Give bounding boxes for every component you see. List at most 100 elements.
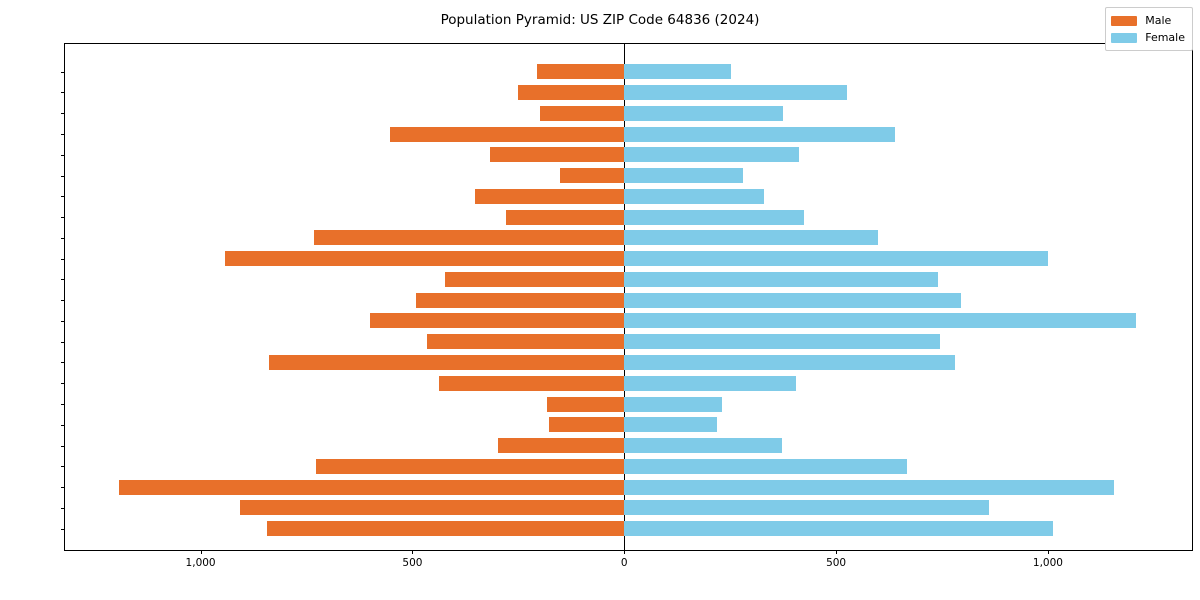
bar-female — [624, 168, 743, 184]
bar-male — [389, 126, 625, 142]
y-axis-tickmark — [61, 424, 65, 426]
bar-male — [547, 396, 625, 412]
bar-male — [537, 64, 625, 80]
bar-female — [624, 521, 1054, 537]
pyramid-row — [65, 311, 1192, 330]
legend-swatch-female — [1111, 32, 1138, 43]
y-axis-tickmark — [61, 175, 65, 177]
bar-male — [224, 251, 625, 267]
bar-female — [624, 438, 782, 454]
bar-female — [624, 354, 955, 370]
y-axis-tickmark — [61, 300, 65, 302]
y-axis-tickmark — [61, 320, 65, 322]
y-axis-tickmark — [61, 113, 65, 115]
pyramid-row — [65, 436, 1192, 455]
bar-male — [498, 438, 625, 454]
bar-female — [624, 147, 799, 163]
pyramid-row — [65, 207, 1192, 226]
pyramid-row — [65, 228, 1192, 247]
bar-male — [559, 168, 625, 184]
x-axis-tickmark — [200, 550, 202, 554]
legend-item-male[interactable]: Male — [1111, 12, 1185, 29]
bar-female — [624, 417, 717, 433]
pyramid-row — [65, 519, 1192, 538]
bar-male — [475, 188, 625, 204]
pyramid-row — [65, 374, 1192, 393]
bar-female — [624, 292, 962, 308]
bar-male — [239, 500, 625, 516]
bar-female — [624, 479, 1114, 495]
legend-swatch-male — [1111, 15, 1138, 26]
pyramid-row — [65, 249, 1192, 268]
plot-area: 85+80-8475-7970-7467-6965-6662-6460-6155… — [61, 43, 1193, 569]
bar-female — [624, 396, 722, 412]
pyramid-row — [65, 290, 1192, 309]
bar-female — [624, 209, 805, 225]
pyramid-row — [65, 166, 1192, 185]
bar-female — [624, 84, 847, 100]
pyramid-row — [65, 270, 1192, 289]
pyramid-row — [65, 145, 1192, 164]
bar-male — [369, 313, 625, 329]
bar-male — [267, 521, 625, 537]
pyramid-row — [65, 83, 1192, 102]
y-axis-tickmark — [61, 362, 65, 364]
bar-male — [445, 271, 625, 287]
y-axis-tickmark — [61, 237, 65, 239]
x-axis-label: 1,000 — [185, 557, 216, 569]
bar-male — [548, 417, 625, 433]
y-axis-tickmark — [61, 279, 65, 281]
x-axis-tickmark — [624, 550, 626, 554]
bar-female — [624, 251, 1048, 267]
bar-female — [624, 271, 938, 287]
y-axis-tickmark — [61, 466, 65, 468]
bar-female — [624, 334, 940, 350]
bar-male — [118, 479, 625, 495]
bar-male — [506, 209, 625, 225]
bar-female — [624, 500, 989, 516]
bar-male — [426, 334, 625, 350]
x-axis-label: 500 — [826, 557, 847, 569]
x-axis-tickmark — [836, 550, 838, 554]
bar-male — [539, 105, 625, 121]
y-axis-tickmark — [61, 92, 65, 94]
bar-female — [624, 105, 784, 121]
bar-female — [624, 126, 896, 142]
pyramid-row — [65, 187, 1192, 206]
pyramid-row — [65, 332, 1192, 351]
x-axis-label: 500 — [402, 557, 423, 569]
bar-female — [624, 188, 765, 204]
x-axis-label: 1,000 — [1032, 557, 1063, 569]
y-axis-tickmark — [61, 404, 65, 406]
x-axis-tickmark — [1047, 550, 1049, 554]
y-axis-tickmark — [61, 445, 65, 447]
legend-item-female[interactable]: Female — [1111, 29, 1185, 46]
legend-label-female: Female — [1145, 31, 1185, 44]
y-axis-tickmark — [61, 507, 65, 509]
pyramid-row — [65, 124, 1192, 143]
bar-female — [624, 375, 796, 391]
pyramid-row — [65, 394, 1192, 413]
pyramid-row — [65, 415, 1192, 434]
bar-male — [518, 84, 625, 100]
bar-male — [438, 375, 625, 391]
y-axis-tickmark — [61, 383, 65, 385]
y-axis-tickmark — [61, 154, 65, 156]
bar-male — [490, 147, 625, 163]
y-axis-tickmark — [61, 71, 65, 73]
chart-legend: Male Female — [1105, 7, 1193, 51]
pyramid-row — [65, 477, 1192, 496]
y-axis-tickmark — [61, 258, 65, 260]
bar-female — [624, 313, 1136, 329]
pyramid-row — [65, 457, 1192, 476]
pyramid-row — [65, 498, 1192, 517]
pyramid-row — [65, 104, 1192, 123]
y-axis-tickmark — [61, 528, 65, 530]
bar-female — [624, 458, 908, 474]
x-axis-tickmark — [412, 550, 414, 554]
chart-title: Population Pyramid: US ZIP Code 64836 (2… — [440, 12, 760, 28]
y-axis-tickmark — [61, 487, 65, 489]
bar-male — [315, 458, 625, 474]
bar-male — [416, 292, 625, 308]
y-axis-tickmark — [61, 217, 65, 219]
